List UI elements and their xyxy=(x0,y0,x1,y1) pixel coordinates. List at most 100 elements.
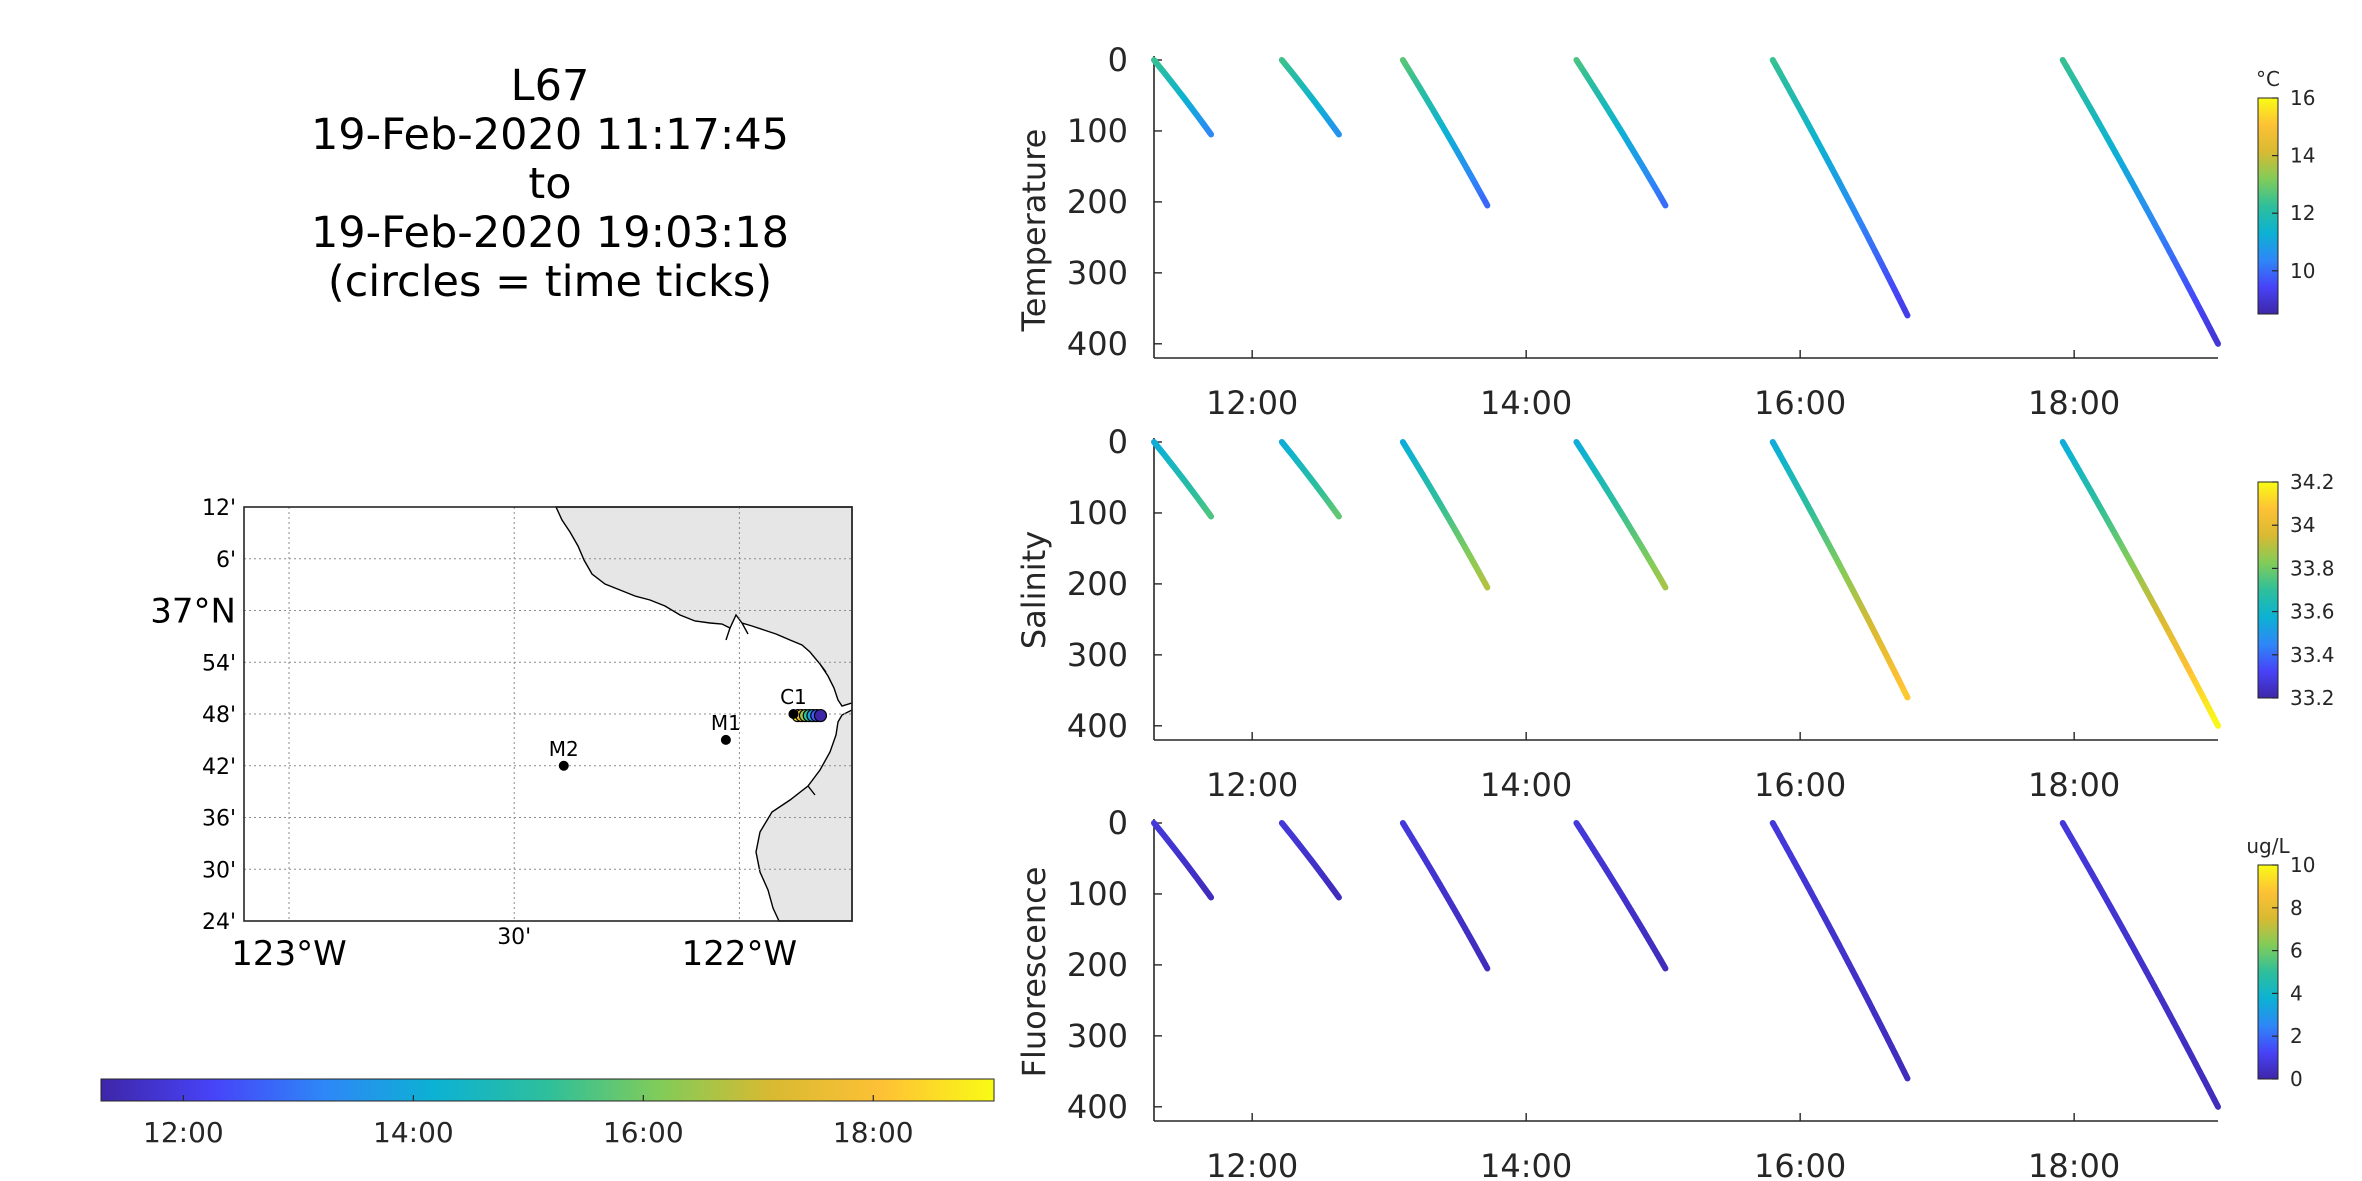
map-lat-label: 48' xyxy=(202,703,236,728)
colorbar-tick-label: 10 xyxy=(2290,853,2315,877)
colorbar-tick-label: 8 xyxy=(2290,896,2303,920)
title-end-time: 19-Feb-2020 19:03:18 xyxy=(310,208,790,258)
y-tick-label: 200 xyxy=(1067,946,1128,984)
y-tick-label: 300 xyxy=(1067,1017,1128,1055)
profile-segment xyxy=(1901,1069,1911,1082)
y-tick-label: 100 xyxy=(1067,494,1128,532)
fluorescence-ylabel: Fluorescence xyxy=(1015,867,1053,1078)
y-tick-label: 400 xyxy=(1067,325,1128,363)
map-lat-label: 36' xyxy=(202,807,236,832)
x-tick-label: 14:00 xyxy=(1480,384,1572,422)
track-map: 123°W 30' 122°W 12' 6' 37°N 54' 48' 42' 36' 30' 24'… xyxy=(150,496,853,974)
map-gridlines xyxy=(244,507,852,921)
map-lat-label: 6' xyxy=(216,548,236,573)
profile-segment xyxy=(1901,688,1911,701)
x-tick-label: 16:00 xyxy=(1754,766,1846,804)
figure-title: L67 19-Feb-2020 11:17:45 to 19-Feb-2020 … xyxy=(200,62,900,307)
y-tick-label: 100 xyxy=(1067,112,1128,150)
colorbar-tick-label: 10 xyxy=(2290,259,2315,283)
station-label: C1 xyxy=(780,685,807,709)
y-tick-label: 0 xyxy=(1108,804,1128,842)
x-tick-label: 16:00 xyxy=(1754,1147,1846,1181)
profile-segment xyxy=(1660,961,1669,972)
fluorescence-colorbar-unit: ug/L xyxy=(2246,834,2290,858)
map-lon-label: 123°W xyxy=(231,934,347,974)
station-marker xyxy=(720,734,731,745)
profile-segment xyxy=(2211,715,2221,729)
y-tick-label: 100 xyxy=(1067,875,1128,913)
y-tick-label: 200 xyxy=(1067,183,1128,221)
profile-segment xyxy=(1206,511,1215,520)
y-tick-label: 0 xyxy=(1108,41,1128,79)
x-tick-label: 12:00 xyxy=(1206,766,1298,804)
station-marker xyxy=(558,760,569,771)
profile-segment xyxy=(1660,580,1669,591)
temperature-plot: 0 100 200 300 400 12:00 14:00 16:00 18:00 xyxy=(1067,41,2221,422)
map-lat-label: 37°N xyxy=(150,592,236,632)
title-to: to xyxy=(528,159,572,209)
x-tick-label: 14:00 xyxy=(1480,1147,1572,1181)
y-tick-label: 300 xyxy=(1067,636,1128,674)
temperature-colorbar-unit: °C xyxy=(2256,67,2280,91)
fluorescence-colorbar-gradient xyxy=(2257,864,2279,1080)
salinity-plot: 0 100 200 300 400 12:00 14:00 16:00 18:00 xyxy=(1067,423,2221,804)
x-tick-label: 12:00 xyxy=(1206,384,1298,422)
profile-segment xyxy=(1206,129,1215,138)
temperature-colorbar-gradient xyxy=(2257,97,2279,315)
map-frame xyxy=(243,506,853,922)
inlet-detail xyxy=(725,622,827,796)
x-tick-label: 16:00 xyxy=(1754,384,1846,422)
colorbar-tick-label: 34.2 xyxy=(2290,470,2335,494)
profile-segment xyxy=(1334,129,1342,138)
profile-segment xyxy=(1482,961,1491,972)
colorbar-tick-label: 6 xyxy=(2290,939,2303,963)
temperature-colorbar: °C 10 12 14 16 xyxy=(2256,67,2315,315)
colorbar-tick-label: 14 xyxy=(2290,144,2315,168)
x-tick-label: 18:00 xyxy=(2028,766,2120,804)
temperature-ylabel: Temperature xyxy=(1015,129,1053,333)
profile-segment xyxy=(2211,333,2221,347)
map-lat-label: 54' xyxy=(202,651,236,676)
track-time-circle xyxy=(813,708,828,723)
station-label: M2 xyxy=(549,737,579,761)
station-marker xyxy=(788,709,799,719)
time-colorbar: 12:00 14:00 16:00 18:00 xyxy=(100,1078,995,1149)
time-colorbar-tick-label: 18:00 xyxy=(833,1116,914,1149)
colorbar-tick-label: 33.4 xyxy=(2290,643,2335,667)
profile-segment xyxy=(2211,1096,2221,1110)
y-tick-label: 400 xyxy=(1067,707,1128,745)
salinity-colorbar: 34.2 34 33.8 33.6 33.4 33.2 xyxy=(2257,470,2335,710)
salinity-ylabel: Salinity xyxy=(1015,531,1053,649)
y-tick-label: 200 xyxy=(1067,565,1128,603)
land-area xyxy=(554,506,853,922)
profile-segment xyxy=(1901,306,1911,319)
y-tick-label: 300 xyxy=(1067,254,1128,292)
time-colorbar-tick-label: 16:00 xyxy=(603,1116,684,1149)
fluorescence-colorbar: ug/L 10 8 6 4 2 0 xyxy=(2246,834,2315,1091)
profile-segment xyxy=(1660,198,1669,209)
profile-segment xyxy=(1334,511,1342,520)
colorbar-tick-label: 0 xyxy=(2290,1067,2303,1091)
colorbar-tick-label: 12 xyxy=(2290,201,2315,225)
colorbar-tick-label: 16 xyxy=(2290,86,2315,110)
profile-segment xyxy=(1334,892,1342,901)
colorbar-tick-label: 2 xyxy=(2290,1024,2303,1048)
colorbar-tick-label: 4 xyxy=(2290,981,2303,1005)
colorbar-tick-label: 33.2 xyxy=(2290,686,2335,710)
map-lat-label: 30' xyxy=(202,858,236,883)
title-mission: L67 xyxy=(510,61,590,111)
map-stations: M2 M1 C1 xyxy=(549,685,828,771)
profile-segment xyxy=(1482,580,1491,591)
x-tick-label: 18:00 xyxy=(2028,1147,2120,1181)
colorbar-tick-label: 33.6 xyxy=(2290,600,2335,624)
map-lon-label: 30' xyxy=(497,925,531,950)
x-tick-label: 12:00 xyxy=(1206,1147,1298,1181)
title-start-time: 19-Feb-2020 11:17:45 xyxy=(310,110,790,160)
salinity-panel: Salinity 0 100 200 300 400 12:00 14:00 16:00 18:… xyxy=(1015,423,2335,804)
x-tick-label: 14:00 xyxy=(1480,766,1572,804)
fluorescence-plot: 0 100 200 300 400 12:00 14:00 16:00 18:00 xyxy=(1067,804,2221,1181)
colorbar-tick-label: 34 xyxy=(2290,513,2315,537)
map-lat-label: 12' xyxy=(202,496,236,521)
